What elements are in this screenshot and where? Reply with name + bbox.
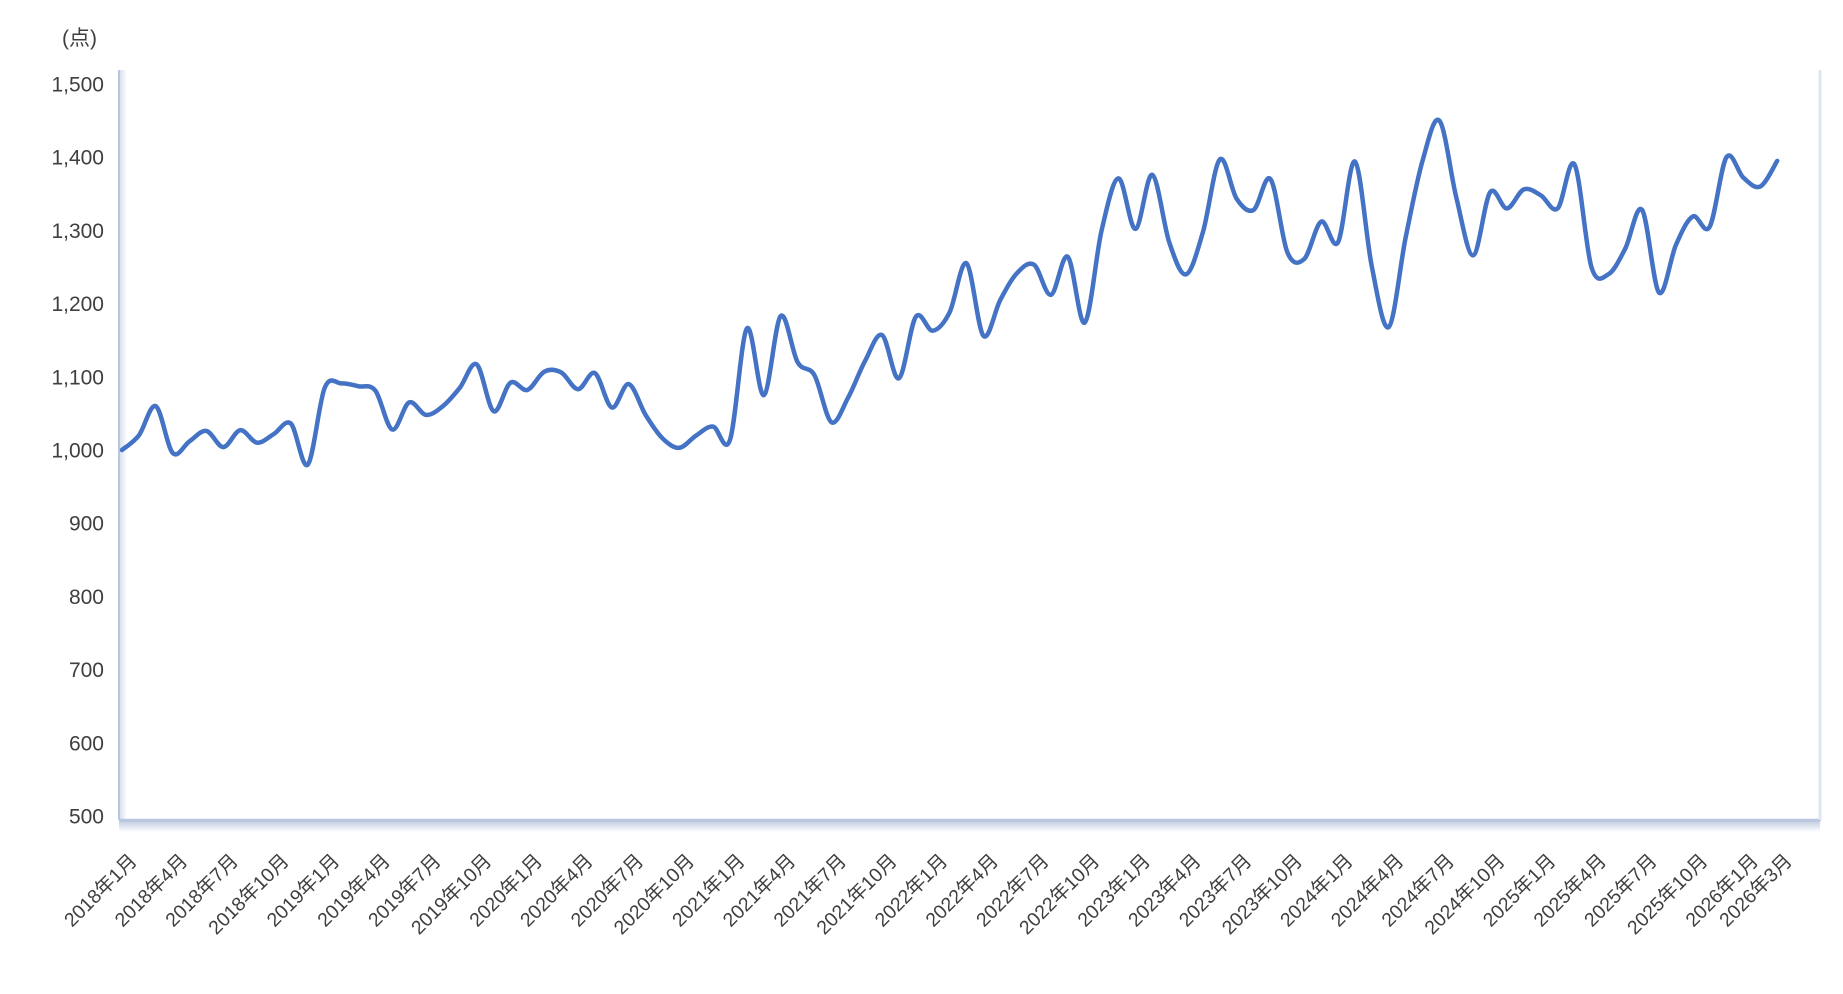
y-axis-tick-label: 1,200 xyxy=(51,293,104,316)
y-axis-tick-labels: 1,500 1,400 1,300 1,200 1,100 1,000 900 800 700 6… xyxy=(51,74,104,829)
y-axis-tick-label: 1,000 xyxy=(51,440,104,463)
x-axis-tick-labels: 2018年1月2018年4月2018年7月2018年10月2019年1月2019… xyxy=(60,850,1797,939)
y-axis-tick-label: 600 xyxy=(69,732,104,755)
y-axis-tick-label: 1,300 xyxy=(51,220,104,243)
y-axis-tick-label: 800 xyxy=(69,586,104,609)
y-axis-shadow xyxy=(120,70,127,820)
y-axis-tick-label: 900 xyxy=(69,513,104,536)
series-group xyxy=(119,117,1780,468)
y-axis-tick-label: 1,400 xyxy=(51,147,104,170)
y-axis-tick-label: 1,100 xyxy=(51,366,104,389)
y-axis-tick-label: 700 xyxy=(69,659,104,682)
x-axis-shadow xyxy=(119,821,1820,832)
axes-group xyxy=(118,70,1822,832)
y-axis-tick-label: 1,500 xyxy=(51,74,104,97)
series-line xyxy=(119,117,1780,468)
y-axis-tick-label: 500 xyxy=(69,806,104,829)
y-axis-unit-label: (点) xyxy=(62,27,97,50)
